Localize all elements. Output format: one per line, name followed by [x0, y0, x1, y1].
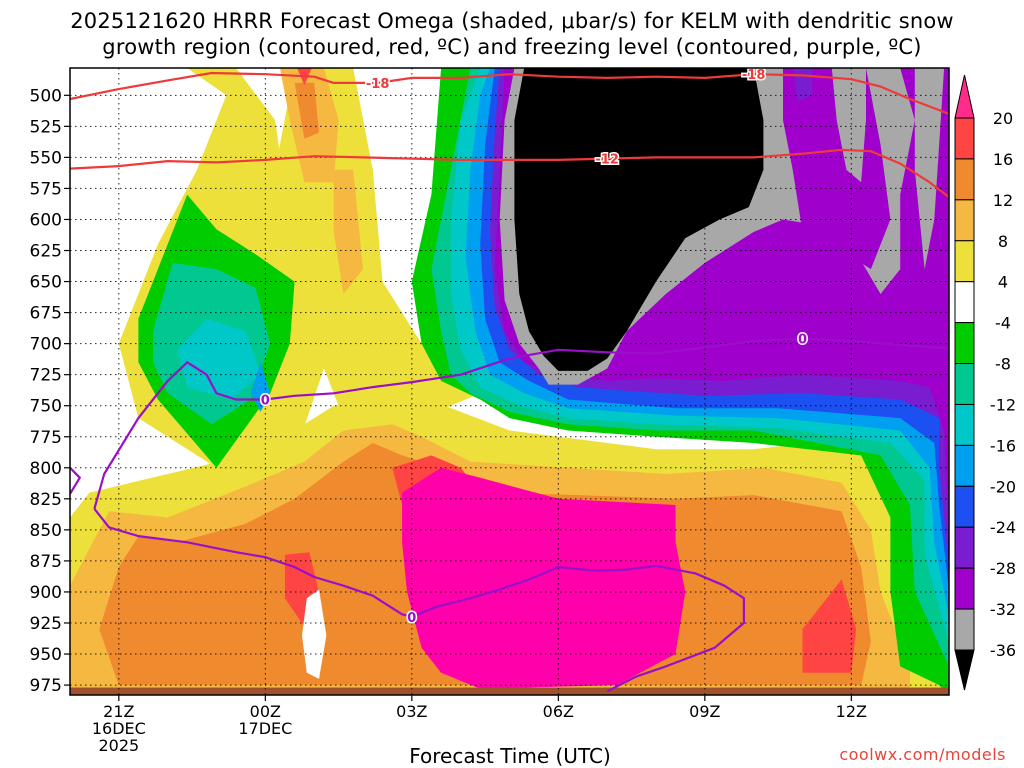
x-tick-label--2-0: 21Z [103, 702, 134, 721]
omega-region-white-hole-lower [302, 589, 327, 679]
y-tick-label-725: 725 [30, 366, 62, 386]
omega-region-red-lower-right [802, 579, 857, 673]
colorbar-label-2: 12 [993, 191, 1013, 210]
y-tick-label-800: 800 [30, 459, 62, 479]
colorbar-bin-2 [954, 158, 975, 201]
y-tick-label-925: 925 [30, 614, 62, 634]
colorbar-label-4: 4 [998, 273, 1008, 292]
colorbar-label-10: -24 [990, 518, 1016, 537]
colorbar-bin-11 [954, 526, 975, 569]
dgz-line-0 [70, 71, 949, 115]
freezing-line-0 [70, 467, 81, 495]
freezing-line-1 [93, 337, 949, 510]
omega-region-magenta-max [402, 467, 686, 689]
y-tick-label-675: 675 [30, 304, 62, 324]
x-tick-label-1-0: 00Z [250, 702, 281, 721]
y-tick-label-500: 500 [30, 86, 62, 106]
contour-labels: -18 -18 -12 0 0 0 [259, 67, 808, 628]
y-tick-label-525: 525 [30, 117, 62, 137]
y-tick-label-775: 775 [30, 428, 62, 448]
temperature-contours [70, 71, 949, 693]
omega-region-orange-upper [294, 82, 319, 139]
x-tick-label-4-0: 03Z [396, 702, 427, 721]
colorbar-label-12: -32 [990, 600, 1016, 619]
colorbar-label-9: -20 [990, 477, 1016, 496]
colorbar-label-11: -28 [990, 559, 1016, 578]
omega-region-light-orange-column [333, 169, 363, 294]
colorbar-bin-1 [954, 117, 975, 160]
colorbar-min-arrow [954, 649, 975, 691]
plot-frame [69, 67, 950, 696]
x-tick-label-1-1: 17DEC [238, 719, 292, 738]
dgz-contour-label: -18 [742, 68, 766, 83]
x-tick-label-7-0: 06Z [543, 702, 574, 721]
colorbar-bin-13 [954, 608, 975, 651]
x-axis-title: Forecast Time (UTC) [0, 744, 1024, 768]
colorbar-bin-9 [954, 444, 975, 487]
freezing-contour-label: 0 [407, 611, 416, 626]
y-tick-label-900: 900 [30, 583, 62, 603]
pressure-axis: 500 525 550 575 600 625 650 675 700 725 750 775 800 8… [30, 86, 70, 696]
freezing-contour-label: 0 [798, 333, 807, 348]
y-tick-label-650: 650 [30, 273, 62, 293]
colorbar-label-5: -4 [995, 314, 1011, 333]
x-tick-label--2-1: 16DEC [92, 719, 146, 738]
y-tick-label-850: 850 [30, 521, 62, 541]
title-line-1: 2025121620 HRRR Forecast Omega (shaded, … [70, 9, 954, 33]
y-tick-label-575: 575 [30, 179, 62, 199]
dgz-contour-label: -12 [595, 153, 619, 168]
colorbar-label-7: -12 [990, 395, 1016, 414]
ground-band [70, 687, 949, 695]
x-tick-label-13-0: 12Z [836, 702, 867, 721]
y-tick-label-825: 825 [30, 490, 62, 510]
y-tick-label-875: 875 [30, 552, 62, 572]
colorbar-bin-8 [954, 403, 975, 446]
y-tick-label-550: 550 [30, 148, 62, 168]
colorbar-label-13: -36 [990, 641, 1016, 660]
omega-region-gray-right-cut [914, 68, 945, 270]
colorbar-label-1: 16 [993, 150, 1013, 169]
chart-title: 2025121620 HRRR Forecast Omega (shaded, … [0, 8, 1024, 60]
y-tick-label-975: 975 [30, 676, 62, 696]
colorbar-max-arrow [954, 74, 975, 119]
dgz-line-1 [70, 148, 949, 198]
omega-shading [70, 68, 949, 695]
colorbar-bin-3 [954, 199, 975, 242]
freezing-line-2 [93, 508, 745, 693]
colorbar-label-3: 8 [998, 232, 1008, 251]
freezing-contour-label: 0 [261, 394, 270, 409]
x-axis-title-text: Forecast Time (UTC) [409, 744, 611, 768]
title-line-2: growth region (contoured, red, ºC) and f… [102, 35, 922, 59]
colorbar-bin-10 [954, 485, 975, 528]
y-tick-label-750: 750 [30, 397, 62, 417]
dgz-contour-label: -18 [366, 77, 390, 92]
y-tick-label-625: 625 [30, 242, 62, 262]
y-tick-label-600: 600 [30, 210, 62, 230]
colorbar: 20 16 12 8 4 -4 -8 -12 -16 -20 -24 -28 -32 -36 [954, 74, 1016, 691]
omega-region-black-core [514, 68, 764, 371]
omega-region-gray-inner-right [831, 68, 866, 183]
colorbar-label-0: 20 [993, 109, 1013, 128]
colorbar-bin-5 [954, 281, 975, 324]
credit-link[interactable]: coolwx.com/models [839, 745, 1006, 764]
colorbar-bin-4 [954, 240, 975, 283]
omega-region-teal-left [177, 318, 261, 400]
colorbar-label-8: -16 [990, 436, 1016, 455]
colorbar-bin-6 [954, 322, 975, 365]
y-tick-label-950: 950 [30, 645, 62, 665]
x-tick-label-10-0: 09Z [689, 702, 720, 721]
colorbar-bin-12 [954, 567, 975, 610]
colorbar-label-6: -8 [995, 355, 1011, 374]
y-tick-label-700: 700 [30, 335, 62, 355]
colorbar-bin-7 [954, 363, 975, 405]
x-tick-label--2-2: 2025 [98, 736, 139, 755]
